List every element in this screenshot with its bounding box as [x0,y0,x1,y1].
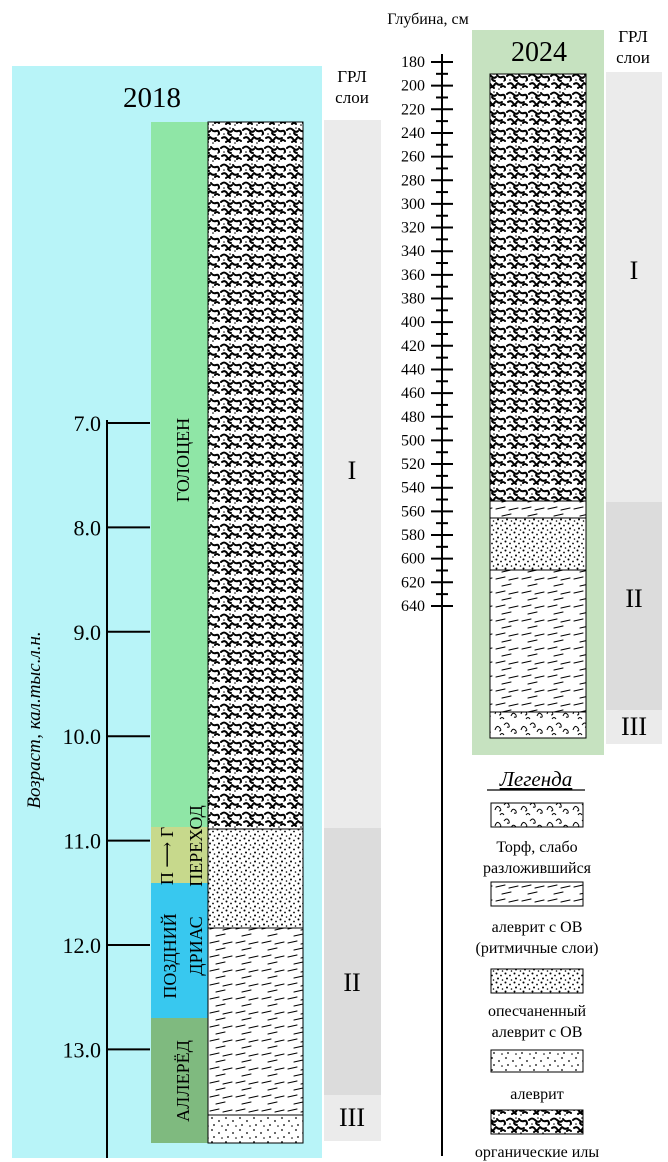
core-2018-silt [207,1114,304,1144]
depth-tick-label: 260 [401,149,425,166]
legend-swatch-laminated-silt [490,881,584,907]
legend-label-peat: Торф, слабо [496,839,577,856]
period-allerod-label: АЛЛЕРЁД [173,1040,193,1122]
legend-swatch-peat [490,802,584,828]
gpr-2018-layer-I [324,120,381,828]
legend-label-sandy-silt-line2: алеврит с ОВ [492,1024,583,1041]
depth-tick-label: 320 [401,220,425,237]
core-2024-laminated-silt [489,569,587,713]
core-2018 [207,121,304,1144]
depth-tick-label: 620 [401,574,425,591]
period-younger-dryas [151,883,208,1018]
depth-tick-label: 440 [401,361,425,378]
period-holocene [151,122,208,827]
panel-2024-title: 2024 [511,37,567,68]
age-axis-label: Возраст, кал.тыс.л.н. [24,631,45,808]
age-tick-label: 7.0 [74,411,102,436]
core-2024-peat [489,711,587,739]
legend-label-organic-mud: органические илы [475,1144,599,1161]
depth-tick-label: 400 [401,314,425,331]
core-2024 [489,73,587,739]
depth-tick-label: 380 [401,291,425,308]
gpr-2024-layer-III [606,710,662,744]
age-tick-label: 11.0 [63,829,101,854]
age-tick-label: 8.0 [74,515,102,540]
age-tick-label: 12.0 [63,933,102,958]
depth-tick-label: 420 [401,338,425,355]
gpr-2018-layer-III [324,1095,381,1141]
period-transition-label-2: ПЕРЕХОД [186,805,206,886]
depth-tick-label: 540 [401,480,425,497]
period-younger-dryas-label-2: ДРИАС [186,916,206,975]
legend-swatch-silt [490,1049,584,1073]
age-tick-label: 13.0 [63,1037,102,1062]
gpr-2018-layer-I-label: I [348,456,357,485]
legend-title: Легенда [499,767,573,791]
legend-swatch-organic-mud [490,1109,584,1135]
depth-tick-label: 460 [401,385,425,402]
age-tick-label: 9.0 [74,620,102,645]
depth-tick-label: 340 [401,243,425,260]
depth-tick-label: 300 [401,196,425,213]
gpr-2024-layer-II [606,502,662,710]
period-holocene-label: ГОЛОЦЕН [173,418,193,502]
depth-tick-label: 280 [401,172,425,189]
depth-tick-label: 600 [401,551,425,568]
depth-tick-label: 200 [401,78,425,95]
gpr-header-2018-line2: слои [335,88,369,107]
depth-tick-label: 560 [401,503,425,520]
legend: Легенда Торф, слабо разложившийся алеври… [475,767,599,1161]
core-2018-laminated-silt [207,927,304,1116]
depth-tick-label: 480 [401,409,425,426]
depth-axis-title: Глубина, см [387,11,468,28]
age-tick-label: 10.0 [63,724,102,749]
gpr-2018-layer-III-label: III [339,1103,365,1132]
depth-axis: Глубина, см 180 200 220 240 260 280 300 320 340 3… [387,11,469,1156]
core-2024-laminated-silt-top [489,500,587,519]
gpr-2024-layer-III-label: III [621,712,647,741]
legend-label-peat-line2: разложившийся [483,860,592,877]
depth-tick-label: 500 [401,432,425,449]
core-2018-dense-silt [207,828,304,929]
legend-label-silt: алеврит [510,1086,563,1103]
gpr-2024-layer-I-label: I [630,256,639,285]
core-2024-dense-silt [489,517,587,571]
legend-label-laminated-silt: алеврит с ОВ [492,919,583,936]
core-2018-organic-mud [207,121,304,830]
legend-label-laminated-silt-line2: (ритмичные слои) [475,940,598,957]
panel-2018-title: 2018 [123,82,181,114]
period-younger-dryas-label: ПОЗДНИЙ [160,913,180,998]
depth-tick-label: 640 [401,598,425,615]
period-transition-label: П ⟶ Г [157,827,177,885]
depth-tick-label: 360 [401,267,425,284]
gpr-header-2024-line2: слои [616,48,650,67]
gpr-2018-layer-II-label: II [343,968,360,997]
legend-swatch-sandy-silt [490,968,584,994]
legend-label-sandy-silt: опесчаненный [488,1003,587,1020]
gpr-2024-layer-II-label: II [625,584,642,613]
depth-tick-label: 520 [401,456,425,473]
depth-tick-label: 220 [401,101,425,118]
panel-2024: 2024 ГРЛ слои I II III [472,27,662,755]
gpr-header-2018: ГРЛ [337,67,367,86]
core-2024-organic-mud [489,73,587,502]
depth-tick-label: 180 [401,54,425,71]
panel-2018: 2018 ГОЛОЦЕН П ⟶ Г ПЕРЕХОД ПОЗДНИЙ ДРИАС… [12,66,381,1158]
depth-tick-label: 240 [401,125,425,142]
age-axis: 7.0 8.0 9.0 10.0 11.0 12.0 13.0 Возраст, кал.т… [24,411,150,1158]
period-allerod [151,1018,208,1143]
gpr-header-2024: ГРЛ [618,27,648,46]
gpr-2018-layer-II [324,828,381,1095]
depth-tick-label: 580 [401,527,425,544]
period-transition [151,827,208,883]
gpr-2024-layer-I [606,72,662,502]
